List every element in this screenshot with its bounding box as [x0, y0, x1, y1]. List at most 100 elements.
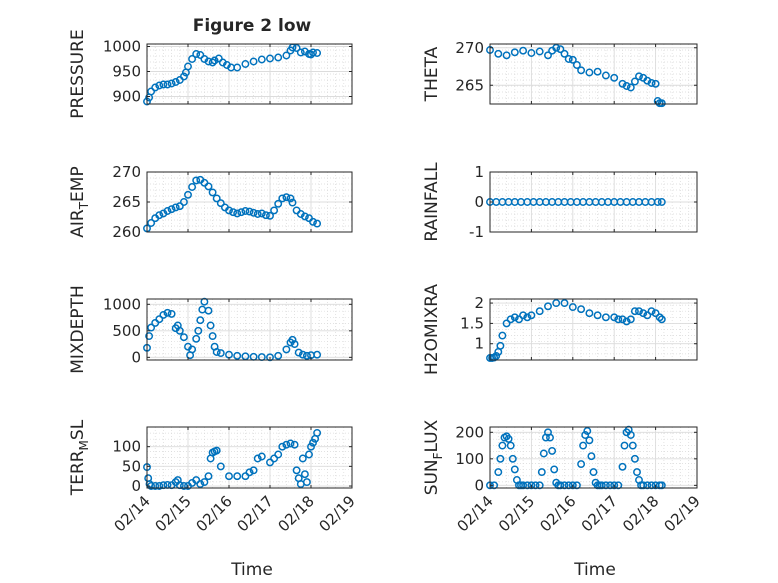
data-point [229, 208, 238, 217]
data-point [537, 468, 546, 477]
data-point [288, 335, 297, 344]
data-point [651, 79, 660, 88]
data-point [622, 317, 631, 326]
data-point [155, 315, 164, 324]
data-point [208, 58, 217, 67]
data-point [585, 68, 594, 77]
data-point [583, 427, 592, 435]
data-point [192, 476, 201, 485]
y-tick-label: 0 [474, 476, 484, 494]
data-point [257, 55, 266, 64]
data-point [278, 442, 287, 451]
data-point [302, 478, 311, 487]
data-point [494, 468, 503, 477]
data-point [502, 51, 511, 60]
data-point [290, 440, 299, 449]
data-point [204, 306, 213, 315]
y-tick-label: 1000 [103, 38, 141, 56]
x-tick-label: 02/19 [316, 492, 359, 535]
data-point [309, 217, 317, 226]
data-point [628, 441, 637, 450]
data-point [225, 206, 233, 215]
data-point [151, 83, 160, 92]
data-point [494, 49, 503, 58]
data-point [249, 466, 258, 475]
data-point [196, 316, 205, 325]
data-point [510, 48, 519, 57]
data-point [214, 54, 223, 63]
data-point [266, 211, 274, 220]
data-point [508, 454, 517, 463]
data-point [184, 62, 192, 71]
data-point [614, 315, 623, 324]
data-point [159, 80, 168, 89]
data-point [249, 57, 258, 66]
data-point [593, 67, 602, 76]
data-point [159, 310, 168, 319]
data-point [544, 51, 552, 60]
y-tick-label: 270 [112, 163, 141, 181]
data-point [544, 302, 552, 311]
data-point [167, 309, 176, 318]
data-point [233, 351, 242, 360]
data-point [601, 313, 610, 322]
data-point [546, 433, 554, 442]
y-tick-label: 1 [474, 163, 484, 181]
data-point [274, 199, 283, 208]
data-point [313, 49, 322, 57]
data-point [208, 188, 217, 197]
y-axis-label: H2OMIXRA [422, 284, 442, 375]
data-point [300, 212, 309, 221]
y-tick-label: 100 [112, 438, 141, 456]
data-point [568, 303, 577, 312]
data-point [630, 307, 639, 316]
data-point [282, 440, 291, 449]
y-tick-label: 0 [131, 477, 141, 495]
data-point [270, 206, 279, 215]
data-point [206, 321, 215, 330]
axes-box [146, 426, 353, 489]
data-point [657, 99, 666, 108]
data-point [163, 80, 172, 89]
data-point [225, 472, 233, 481]
axes-box [146, 43, 353, 105]
y-axis-label: RAINFALL [422, 162, 442, 242]
data-point [618, 462, 627, 471]
data-point [233, 63, 242, 72]
data-point [288, 198, 297, 207]
data-point [647, 79, 656, 87]
data-point [257, 209, 266, 218]
data-point [610, 73, 619, 82]
axes-air-temp: 260 265 270 AIRTEMP [68, 163, 353, 241]
data-point [188, 183, 197, 191]
data-point [302, 351, 311, 360]
x-tick-label: 02/16 [193, 492, 236, 535]
data-point [208, 332, 217, 341]
axes-box [489, 43, 698, 105]
data-point [568, 55, 577, 64]
data-point [556, 45, 565, 54]
data-point [498, 331, 507, 340]
data-point [292, 44, 301, 52]
data-point [282, 193, 291, 202]
data-point [577, 305, 586, 314]
data-point [163, 207, 172, 215]
data-point [635, 307, 643, 316]
data-point [155, 81, 164, 90]
data-point [294, 348, 303, 357]
data-point [630, 77, 639, 86]
data-point [179, 482, 188, 490]
data-point [579, 441, 588, 450]
x-tick-label: 02/18 [619, 492, 662, 535]
data-point [184, 190, 192, 199]
axes-box [489, 298, 698, 361]
plot-area [490, 299, 697, 360]
data-point [589, 468, 598, 477]
data-point [552, 43, 561, 52]
data-point [587, 452, 596, 461]
data-point [581, 431, 590, 439]
x-tick-label: 02/15 [495, 492, 538, 535]
data-point [270, 454, 279, 463]
data-point [241, 207, 250, 215]
data-point [577, 66, 586, 75]
